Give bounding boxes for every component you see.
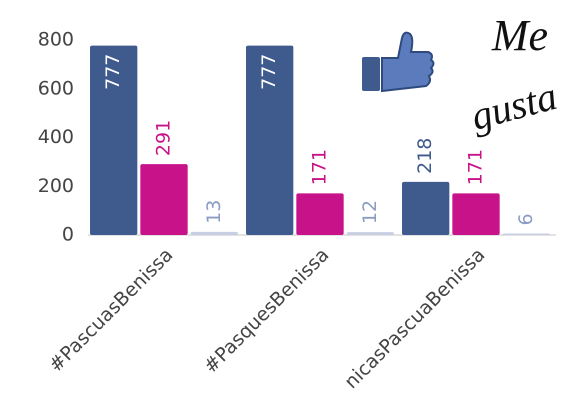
y-tick-label: 800	[38, 29, 74, 51]
bar	[402, 181, 450, 235]
data-label: 171	[465, 149, 487, 185]
data-label: 291	[153, 120, 175, 156]
y-tick-label: 400	[38, 126, 74, 148]
annotation-me: Me	[491, 11, 548, 60]
annotation-gusta: gusta	[466, 73, 561, 139]
data-label: 171	[309, 149, 331, 185]
y-tick-label: 0	[62, 224, 74, 246]
x-tick-label: nicasPascuaBenissa	[340, 244, 489, 393]
bar	[502, 233, 550, 235]
x-tick-label: #PascuasBenissa	[45, 244, 178, 377]
data-label: 777	[258, 54, 280, 90]
thumbs-up-icon	[362, 31, 435, 93]
data-label: 218	[414, 138, 436, 174]
y-tick-label: 600	[38, 77, 74, 99]
data-label: 6	[515, 213, 537, 225]
bar	[190, 231, 238, 235]
x-tick-label: #PasquesBenissa	[200, 244, 334, 378]
bar	[90, 45, 138, 236]
bar	[346, 232, 394, 235]
bar	[140, 164, 188, 235]
data-label: 13	[203, 200, 225, 224]
bar	[246, 45, 294, 236]
bar	[296, 193, 344, 235]
data-label: 777	[102, 54, 124, 90]
data-label: 12	[359, 200, 381, 224]
bar	[452, 193, 500, 235]
y-tick-label: 200	[38, 175, 74, 197]
